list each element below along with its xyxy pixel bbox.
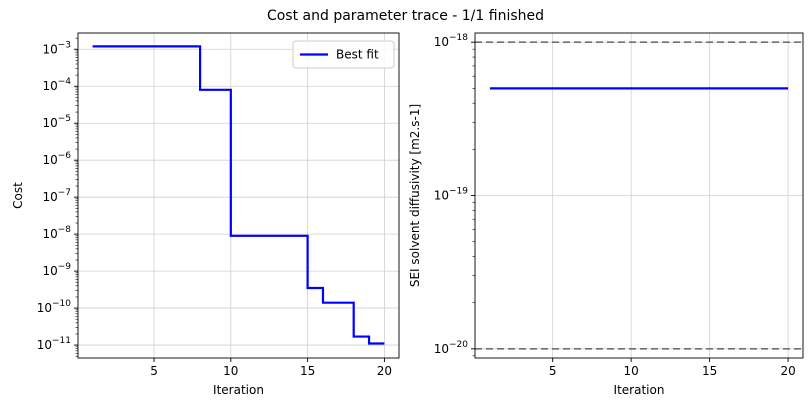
y-axis-label: Cost: [11, 182, 25, 209]
x-tick-label: 20: [377, 364, 392, 378]
x-tick-label: 10: [223, 364, 238, 378]
y-tick-label: 10−9: [42, 262, 71, 278]
y-tick-label: 10−11: [37, 336, 71, 352]
y-tick-label: 10−8: [42, 225, 71, 241]
x-tick-label: 20: [780, 364, 795, 378]
x-tick-label: 15: [702, 364, 717, 378]
x-axis-label: Iteration: [213, 383, 264, 397]
y-tick-label: 10−19: [434, 187, 469, 203]
y-tick-label: 10−6: [42, 151, 71, 167]
y-tick-label: 10−10: [37, 299, 72, 315]
x-tick-label: 15: [300, 364, 315, 378]
x-tick-label: 5: [549, 364, 557, 378]
axes-frame: [77, 32, 400, 359]
x-axis-label: Iteration: [614, 383, 665, 397]
x-tick-label: 10: [624, 364, 639, 378]
y-axis-label: SEI solvent diffusivity [m2.s-1]: [408, 104, 422, 287]
legend-box: [292, 40, 395, 69]
y-tick-label: 10−18: [434, 33, 469, 49]
y-tick-label: 10−3: [42, 40, 71, 56]
y-tick-label: 10−7: [42, 188, 71, 204]
x-tick-label: 5: [150, 364, 158, 378]
cost-axes: 5 10 15 20 10−11 10−10 10−9 10−8 10−7 10−6 10−5 10−…: [11, 32, 400, 397]
series-line: [92, 45, 385, 345]
y-tick-label: 10−5: [42, 114, 71, 130]
plot-area: [78, 33, 399, 358]
y-tick-label: 10−4: [42, 77, 71, 93]
figure-title: Cost and parameter trace - 1/1 finished: [266, 8, 545, 24]
legend-label: Best fit: [336, 48, 379, 62]
y-tick-label: 10−20: [434, 340, 469, 356]
diffusivity-axes: 5 10 15 20 10−20 10−19 10−18 Iteration SEI solve…: [408, 32, 804, 397]
